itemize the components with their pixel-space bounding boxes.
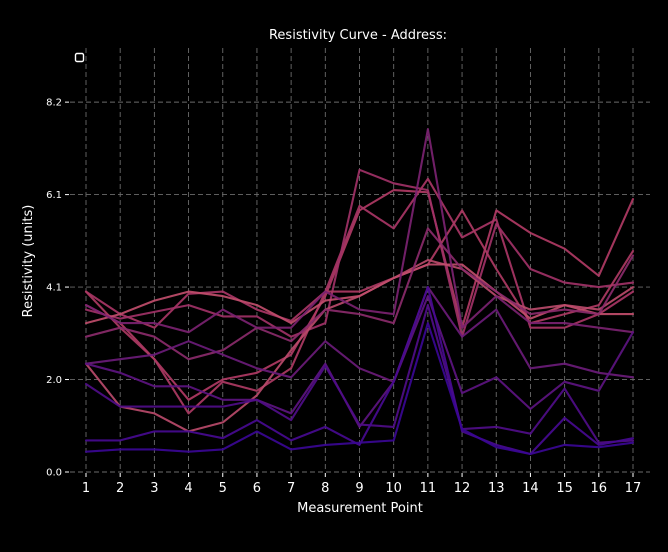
x-tick-label: 1	[82, 481, 90, 496]
x-tick-label: 5	[219, 481, 227, 496]
x-tick-label: 2	[116, 481, 124, 496]
series-line-2	[84, 177, 635, 329]
series-line-10	[84, 295, 635, 428]
y-tick-labels: 0.0 2.0 4.1 6.1 8.2	[46, 98, 62, 479]
x-tick-label: 9	[355, 481, 363, 496]
legend-handle	[74, 52, 85, 63]
x-axis-label: Measurement Point	[297, 501, 423, 516]
x-tick-label: 16	[591, 481, 608, 496]
x-tick-label: 10	[385, 481, 402, 496]
x-tick-label: 11	[420, 481, 437, 496]
x-tick-label: 17	[625, 481, 642, 496]
x-tick-labels: 1 2 3 4 5 6 7 8 9 10 11 12 13 14 15 16 17	[82, 481, 641, 496]
series-line-4	[84, 209, 635, 415]
y-axis-label: Resistivity (units)	[21, 205, 36, 318]
series-line-8	[84, 128, 635, 334]
y-tick-label: 0.0	[46, 468, 62, 479]
y-tick-label: 8.2	[46, 98, 62, 109]
series-line-3	[84, 168, 635, 338]
series-line-9	[84, 286, 635, 383]
x-tick-label: 14	[522, 481, 539, 496]
x-tick-label: 3	[150, 481, 158, 496]
x-tick-label: 4	[184, 481, 192, 496]
x-tick-label: 13	[488, 481, 505, 496]
series-line-13	[84, 322, 635, 456]
x-tick-label: 8	[321, 481, 329, 496]
chart-title: Resistivity Curve - Address:	[269, 28, 447, 43]
series-line-12	[84, 286, 635, 456]
y-tick-label: 2.0	[46, 375, 62, 386]
y-tick-label: 4.1	[46, 283, 62, 294]
x-tick-label: 6	[253, 481, 261, 496]
series-line-6	[84, 263, 635, 325]
x-tick-label: 7	[287, 481, 295, 496]
x-tick-label: 12	[454, 481, 471, 496]
series-layer	[84, 128, 635, 456]
series-line-7	[84, 227, 635, 361]
series-line-11	[84, 304, 635, 444]
x-tick-label: 15	[556, 481, 573, 496]
y-tick-label: 6.1	[46, 190, 62, 201]
